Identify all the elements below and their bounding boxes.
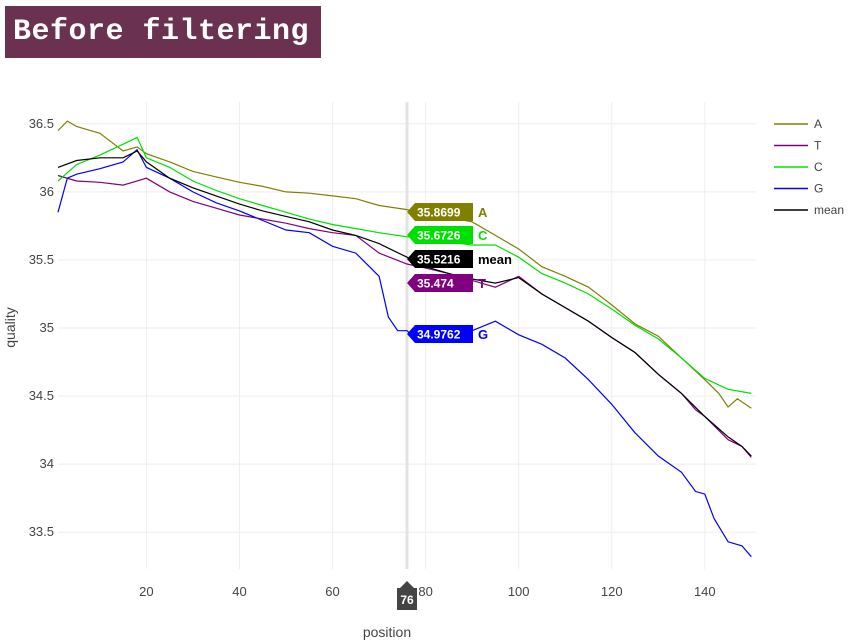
series-line-T [57,174,752,458]
hover-series-name: C [478,228,488,243]
y-tick-label: 34 [40,456,54,471]
x-tick-label: 40 [232,584,246,599]
hover-value: 35.474 [417,277,454,291]
series-line-C [57,136,752,394]
x-tick-label: 140 [694,584,716,599]
legend-item-A[interactable]: A [774,117,822,131]
hover-label-box [407,325,473,343]
legend-label: A [814,117,822,131]
hover-series-name: A [478,205,488,220]
hover-value: 35.6726 [417,229,461,243]
hover-value: 35.8699 [417,206,461,220]
y-tick-label: 33.5 [29,524,54,539]
hover-series-name: T [478,276,486,291]
hover-labels: 35.8699 A 35.6726 C 35.5216 mean 35.474 T 34.976… [407,203,512,343]
legend-item-G[interactable]: G [774,182,823,196]
x-tick-label: 20 [139,584,153,599]
hover-label-mean: 35.5216 mean [407,250,512,268]
hover-label-box [407,274,473,292]
x-axis-ticks: 20 40 60 80 100 120 140 [139,584,715,599]
legend-item-T[interactable]: T [774,139,822,153]
hover-label-T: 35.474 T [407,274,486,292]
series-line-G [57,148,752,558]
y-tick-label: 35 [40,320,54,335]
page-banner: Before filtering [5,6,321,58]
y-axis-ticks: 33.5 34 34.5 35 35.5 36 36.5 [29,116,54,539]
y-tick-label: 35.5 [29,252,54,267]
y-tick-label: 36.5 [29,116,54,131]
hover-label-G: 34.9762 G [407,325,488,343]
x-tick-label: 120 [601,584,623,599]
banner-title: Before filtering [13,15,310,49]
x-tick-label: 60 [325,584,339,599]
x-hover-value: 76 [400,593,414,607]
hover-label-A: 35.8699 A [407,203,488,221]
x-hover-label: 76 [397,581,417,610]
legend-item-mean[interactable]: mean [774,203,844,217]
x-tick-label: 100 [508,584,530,599]
hover-series-name: G [478,327,488,342]
x-axis-title: position [363,624,411,640]
legend-label: T [814,139,822,153]
legend-label: C [814,160,823,174]
hover-label-C: 35.6726 C [407,226,488,244]
legend-item-C[interactable]: C [774,160,823,174]
hover-label-box [407,226,473,244]
hover-series-name: mean [478,252,512,267]
hover-label-box [407,250,473,268]
legend-label: G [814,182,823,196]
y-tick-label: 36 [40,184,54,199]
legend-label: mean [814,203,844,217]
hover-value: 35.5216 [417,253,461,267]
hover-label-box [407,203,473,221]
x-tick-label: 80 [418,584,432,599]
series-line-mean [57,150,752,457]
y-axis-title: quality [2,307,18,347]
series-lines [57,120,752,558]
x-hover-box [397,581,417,610]
hover-value: 34.9762 [417,328,461,342]
y-tick-label: 34.5 [29,388,54,403]
